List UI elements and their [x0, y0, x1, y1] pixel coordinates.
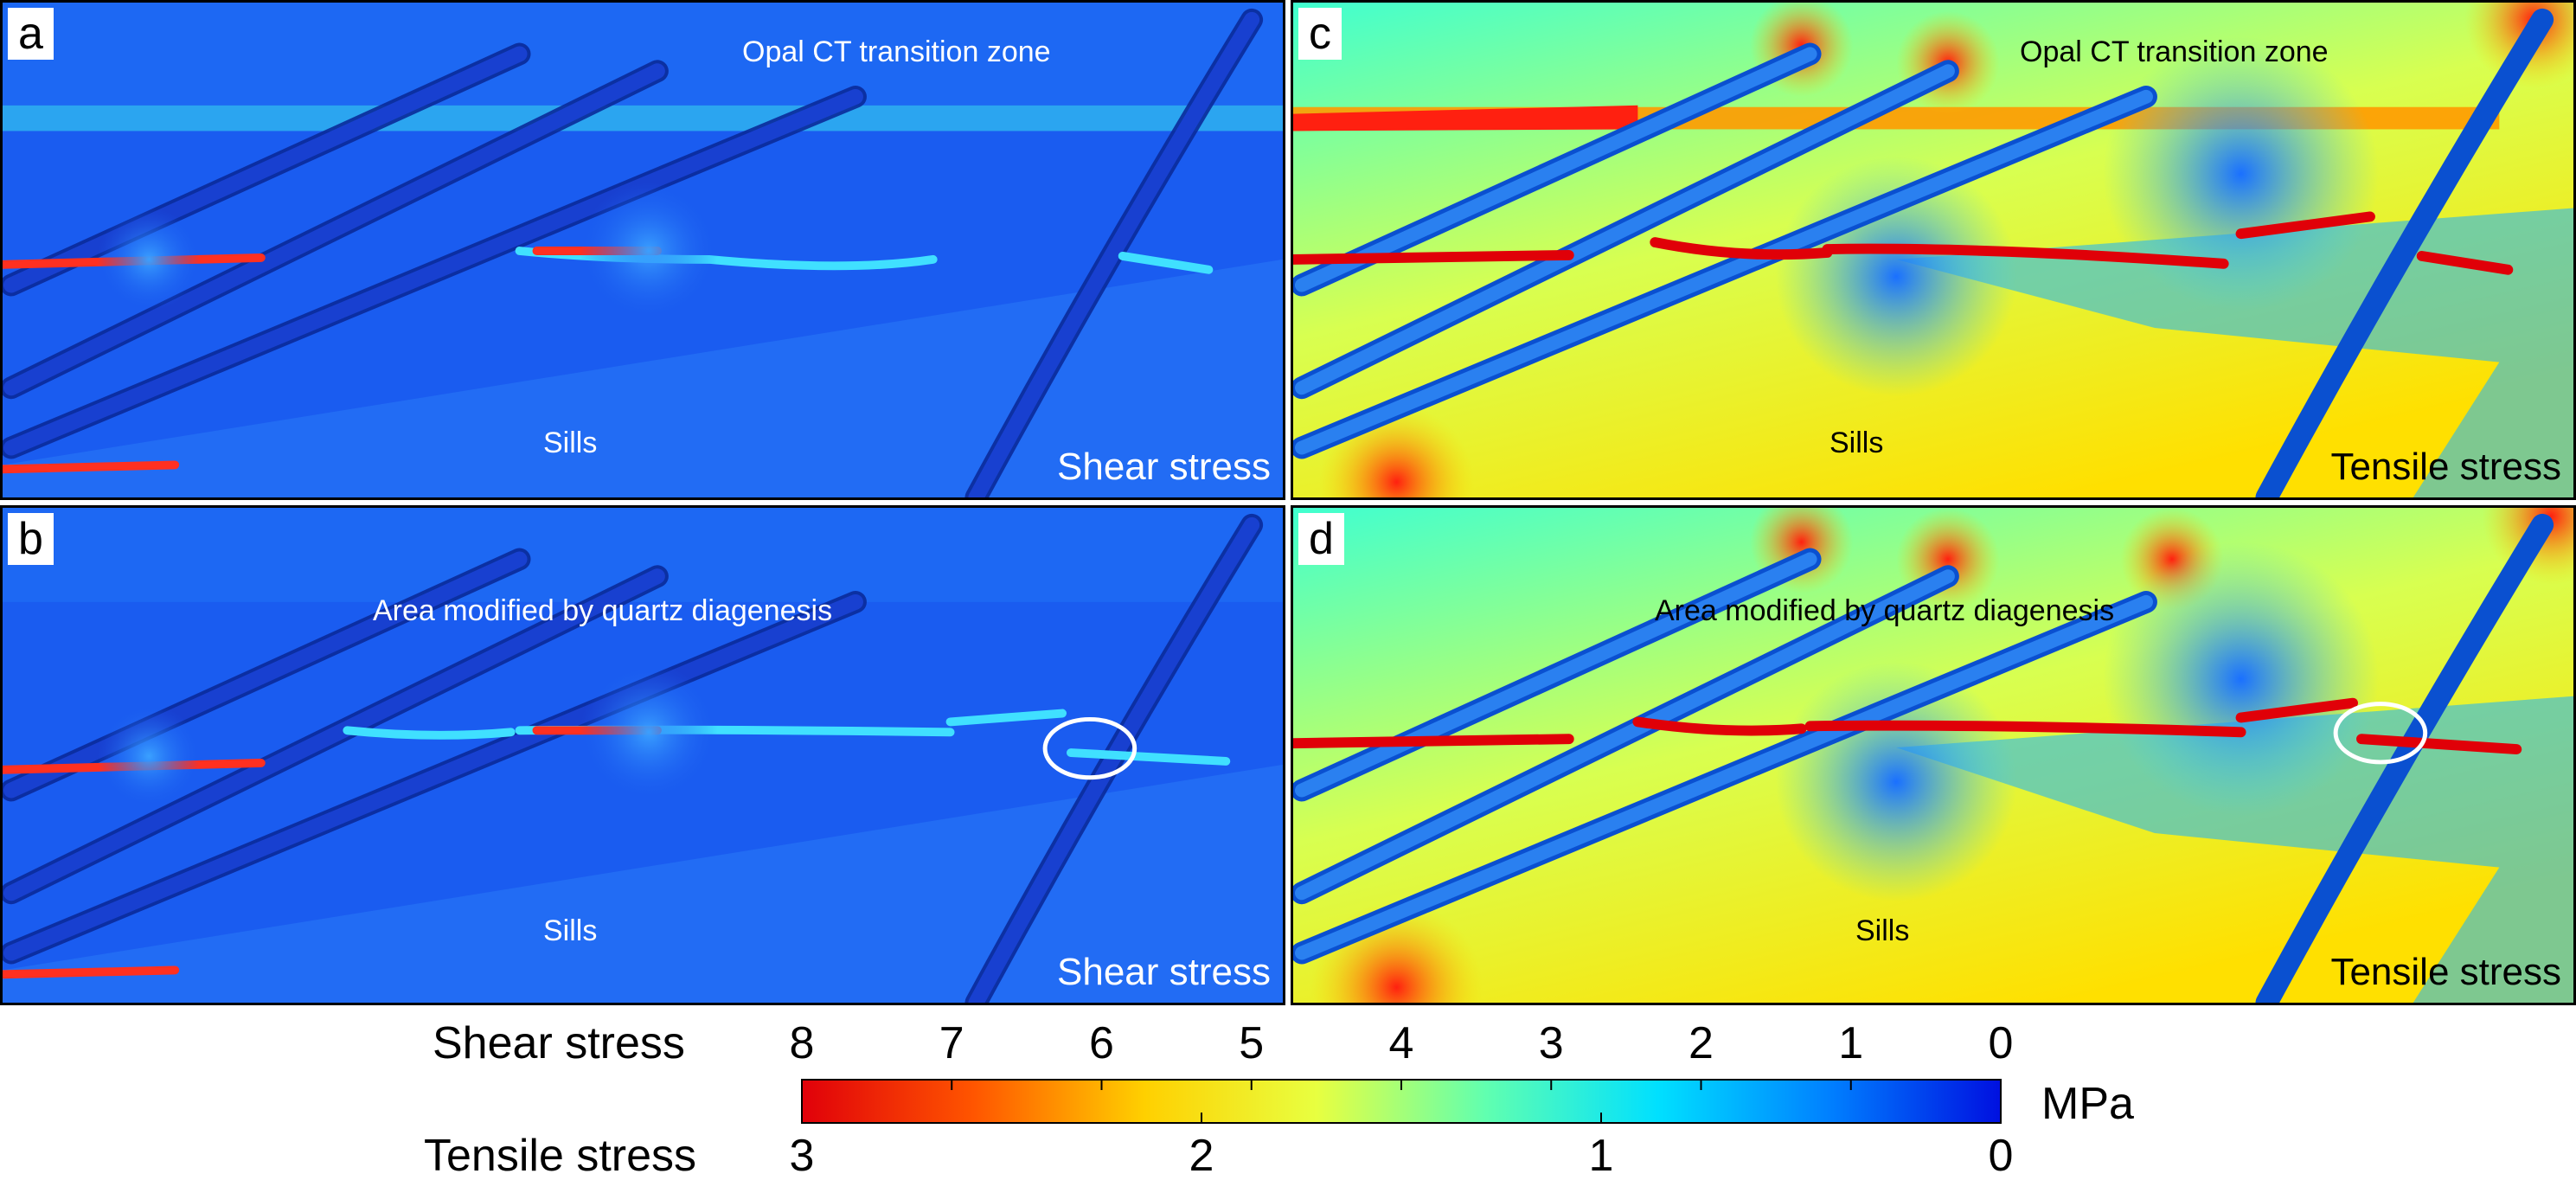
tensile-stress-field-d: [1293, 508, 2573, 1003]
shear-tick-label: 3: [1538, 1018, 1564, 1068]
tensile-stress-scale-title: Tensile stress: [424, 1131, 696, 1181]
opal-ct-label: Opal CT transition zone: [742, 35, 1051, 68]
panel-letter: d: [1298, 513, 1344, 565]
shear-tick-label: 4: [1388, 1018, 1414, 1068]
panel-stress-label: Shear stress: [1057, 951, 1271, 993]
shear-tick-label: 5: [1239, 1018, 1265, 1068]
shear-tick-label: 2: [1688, 1018, 1714, 1068]
tensile-tick-label: 1: [1588, 1131, 1614, 1181]
unit-label: MPa: [2041, 1079, 2134, 1129]
panel-letter: b: [8, 513, 54, 565]
panel-letter: a: [8, 8, 54, 60]
sills-label: Sills: [543, 427, 598, 459]
shear-tick-label: 6: [1089, 1018, 1114, 1068]
quartz-diagenesis-label: Area modified by quartz diagenesis: [373, 594, 833, 627]
shear-stress-field-b: [3, 508, 1283, 1003]
panel-letter: c: [1298, 8, 1342, 60]
shear-tick-label: 0: [1988, 1018, 2014, 1068]
panel-stress-label: Tensile stress: [2330, 951, 2561, 993]
tensile-tick-label: 0: [1988, 1131, 2014, 1181]
shear-tick-label: 7: [939, 1018, 964, 1068]
opal-ct-label: Opal CT transition zone: [2020, 35, 2329, 68]
panel-stress-label: Tensile stress: [2330, 446, 2561, 488]
tensile-tick-label: 3: [789, 1131, 815, 1181]
shear-tick-label: 8: [789, 1018, 815, 1068]
colorbar: Shear stress Tensile stress 8 7 6 5 4 3 2 1 0 3 2…: [0, 1009, 2576, 1193]
tensile-stress-field-c: [1293, 3, 2573, 497]
panel-a: a Opal CT transition zone Sills Shear st…: [0, 0, 1285, 500]
quartz-diagenesis-label: Area modified by quartz diagenesis: [1655, 594, 2115, 627]
panel-stress-label: Shear stress: [1057, 446, 1271, 488]
sills-label: Sills: [1829, 427, 1884, 459]
panel-c: c Opal CT transition zone Sills Tensile …: [1291, 0, 2576, 500]
sills-label: Sills: [1855, 914, 1910, 947]
sills-label: Sills: [543, 914, 598, 947]
panel-d: d Area modified by quartz diagenesis Sil…: [1291, 505, 2576, 1005]
panel-b: b Area modified by quartz diagenesis Sil…: [0, 505, 1285, 1005]
shear-stress-field-a: [3, 3, 1283, 497]
tensile-tick-label: 2: [1189, 1131, 1214, 1181]
shear-stress-scale-title: Shear stress: [433, 1018, 685, 1068]
colorbar-gradient: [801, 1079, 2002, 1124]
shear-tick-label: 1: [1838, 1018, 1864, 1068]
